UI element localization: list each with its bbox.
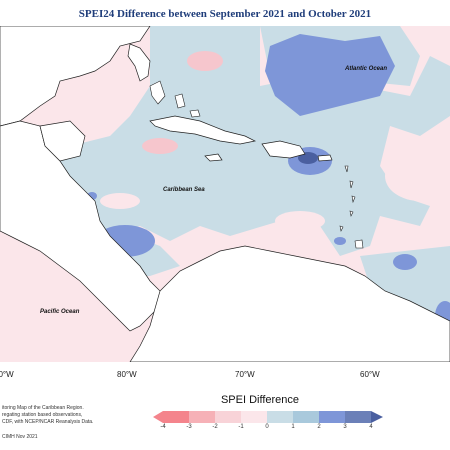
longitude-label: 80°W xyxy=(117,370,137,379)
legend-tick: 2 xyxy=(317,424,321,430)
legend-tick: -2 xyxy=(212,424,218,430)
legend-swatch xyxy=(345,411,371,423)
legend-tick: 3 xyxy=(343,424,347,430)
difference-region-light-blue xyxy=(360,246,450,326)
atlantic-ocean-label: Atlantic Ocean xyxy=(344,66,387,72)
credits-text: itoring Map of the Caribbean Region. reg… xyxy=(2,405,112,426)
legend-tick: 0 xyxy=(265,424,269,430)
legend-swatch xyxy=(241,411,267,423)
difference-region-dark-blue xyxy=(393,254,417,270)
difference-region-pink xyxy=(385,151,450,201)
difference-region-dark-blue xyxy=(265,34,395,116)
legend-swatch xyxy=(319,411,345,423)
legend-swatch xyxy=(267,411,293,423)
landmass-lesser-antilles xyxy=(339,165,356,232)
legend-swatch xyxy=(163,411,189,423)
legend-swatch xyxy=(215,411,241,423)
longitude-label: 70°W xyxy=(235,370,255,379)
landmass-bahamas xyxy=(149,80,201,118)
landmass-florida xyxy=(127,43,151,82)
landmass-puerto-rico xyxy=(317,154,333,162)
landmass-south-america xyxy=(129,245,450,362)
map-title: SPEI24 Difference between September 2021… xyxy=(78,8,372,20)
difference-region-dark-blue xyxy=(334,237,346,245)
legend-title: SPEI Difference xyxy=(220,394,300,406)
landmass-yucatan xyxy=(39,120,86,162)
difference-region-pink xyxy=(275,211,325,231)
legend-arrow-right xyxy=(371,411,383,423)
legend-swatch xyxy=(189,411,215,423)
landmass-hispaniola xyxy=(261,140,306,159)
landmass-jamaica xyxy=(204,153,223,162)
legend-colorbar xyxy=(153,411,383,423)
difference-region-pink xyxy=(187,51,223,71)
legend-tick: 4 xyxy=(369,424,373,430)
credits-line: itoring Map of the Caribbean Region. xyxy=(2,405,84,411)
caribbean-map: Atlantic Ocean Caribbean Sea Pacific Oce… xyxy=(0,26,450,362)
longitude-label: 80°W xyxy=(0,370,14,379)
landmass-trinidad xyxy=(354,239,364,249)
legend-tick: -3 xyxy=(186,424,192,430)
legend-arrow-left xyxy=(153,411,163,423)
credits-date: CIMH Nov 2021 xyxy=(2,434,38,440)
legend-tick: 1 xyxy=(291,424,295,430)
credits-line: CDF, with NCEP/NCAR Reanalysis Data. xyxy=(2,419,94,425)
legend-swatch xyxy=(293,411,319,423)
landmass-cuba xyxy=(149,115,257,145)
credits-line: regating station based observations, xyxy=(2,412,83,418)
longitude-label: 60°W xyxy=(360,370,380,379)
pacific-ocean-label: Pacific Ocean xyxy=(40,309,80,315)
caribbean-sea-label: Caribbean Sea xyxy=(163,187,205,193)
difference-region-darker-blue xyxy=(298,152,318,164)
legend-tick: -1 xyxy=(238,424,244,430)
legend-tick: -4 xyxy=(160,424,166,430)
difference-region-pink xyxy=(100,193,140,209)
difference-region-pink xyxy=(142,138,178,154)
